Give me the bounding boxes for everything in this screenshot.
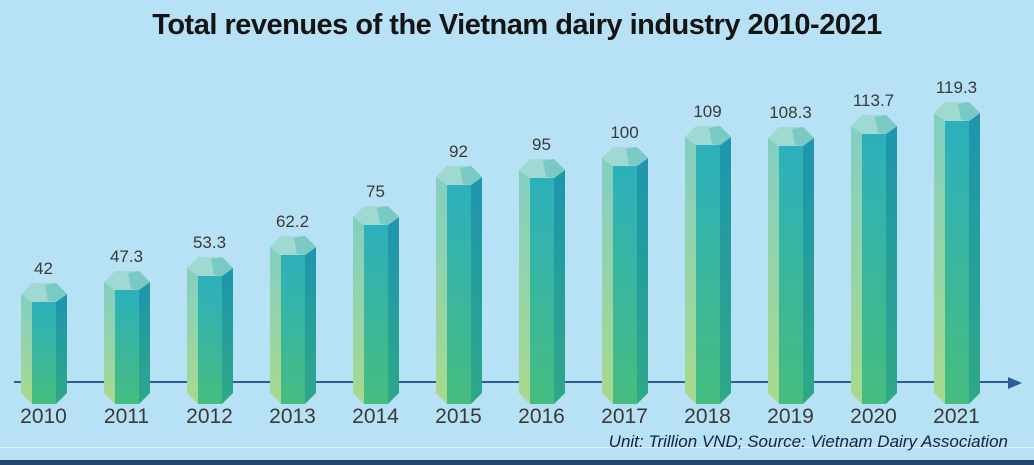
bar-value-label: 95 bbox=[532, 135, 551, 154]
bar-column: 47.3 2011 bbox=[85, 247, 168, 430]
bar-column: 75 2014 bbox=[334, 182, 417, 430]
x-axis-tick-label: 2010 bbox=[20, 405, 67, 428]
bar-column: 108.3 2019 bbox=[749, 103, 832, 430]
x-axis-line bbox=[14, 377, 1022, 389]
x-axis-tick-label: 2013 bbox=[269, 405, 316, 428]
bar-column: 119.3 2021 bbox=[915, 78, 998, 430]
bar-figure bbox=[601, 147, 648, 404]
chart-title: Total revenues of the Vietnam dairy indu… bbox=[152, 9, 882, 41]
bar-column: 92 2015 bbox=[417, 142, 500, 430]
chart-footnote: Unit: Trillion VND; Source: Vietnam Dair… bbox=[608, 432, 1008, 451]
bar-column: 53.3 2012 bbox=[168, 233, 251, 430]
bar-figure bbox=[518, 159, 565, 404]
x-axis-tick-label: 2014 bbox=[352, 405, 399, 428]
bar-value-label: 42 bbox=[34, 259, 53, 278]
bar-column: 42 2010 bbox=[2, 259, 85, 430]
bars-container: 42 2010 47.3 2011 53.3 2012 62.2 2013 75 2014 92 20… bbox=[2, 0, 998, 430]
bar-value-label: 100 bbox=[610, 123, 639, 142]
bar-figure bbox=[850, 115, 897, 404]
bar-value-label: 109 bbox=[693, 102, 722, 121]
bar-figure bbox=[20, 283, 67, 404]
bar-value-label: 119.3 bbox=[935, 78, 978, 97]
bar-value-label: 113.7 bbox=[852, 91, 895, 110]
x-axis-tick-label: 2020 bbox=[850, 405, 897, 428]
axis-arrow-icon bbox=[1008, 377, 1022, 389]
bar-column: 100 2017 bbox=[583, 123, 666, 430]
bar-figure bbox=[186, 257, 233, 404]
bar-value-label: 47.3 bbox=[109, 247, 144, 266]
bar-figure bbox=[767, 127, 814, 404]
x-axis-tick-label: 2017 bbox=[601, 405, 648, 428]
x-axis-tick-label: 2018 bbox=[684, 405, 731, 428]
x-axis-tick-label: 2012 bbox=[186, 405, 233, 428]
bar-value-label: 53.3 bbox=[192, 233, 227, 252]
bar-figure bbox=[435, 166, 482, 404]
bar-column: 95 2016 bbox=[500, 135, 583, 430]
bar-figure bbox=[933, 102, 980, 404]
bar-figure bbox=[352, 206, 399, 404]
x-axis-tick-label: 2016 bbox=[518, 405, 565, 428]
bar-value-label: 92 bbox=[449, 142, 468, 161]
x-axis-tick-label: 2021 bbox=[933, 405, 980, 428]
x-axis-tick-label: 2011 bbox=[103, 405, 150, 428]
bar-figure bbox=[684, 126, 731, 404]
bar-figure bbox=[269, 236, 316, 404]
x-axis-tick-label: 2015 bbox=[435, 405, 482, 428]
footer-divider bbox=[0, 447, 1034, 448]
bar-figure bbox=[103, 271, 150, 404]
bar-column: 62.2 2013 bbox=[251, 212, 334, 430]
bar-column: 113.7 2020 bbox=[832, 91, 915, 430]
bar-column: 109 2018 bbox=[666, 102, 749, 430]
x-axis-tick-label: 2019 bbox=[767, 405, 814, 428]
bar-value-label: 108.3 bbox=[769, 103, 812, 122]
bar-value-label: 75 bbox=[366, 182, 385, 201]
bar-value-label: 62.2 bbox=[275, 212, 310, 231]
footer-accent-bar bbox=[0, 460, 1034, 465]
